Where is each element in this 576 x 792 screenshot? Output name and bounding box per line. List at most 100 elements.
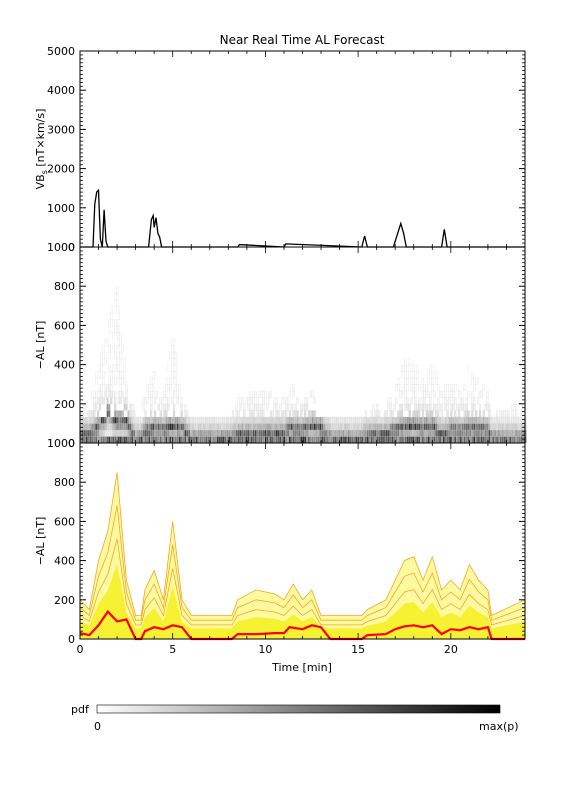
pdf-cell	[408, 358, 411, 366]
pdf-cell	[163, 390, 166, 398]
pdf-cell	[401, 371, 404, 379]
pdf-cell	[473, 429, 476, 437]
pdf-cell	[102, 423, 105, 431]
pdf-cell	[423, 416, 426, 424]
pdf-cell	[313, 410, 316, 418]
pdf-cell	[171, 358, 174, 366]
pdf-cell	[473, 423, 476, 431]
pdf-cell	[490, 429, 493, 437]
pdf-cell	[188, 429, 191, 437]
pdf-cell	[401, 410, 404, 418]
pdf-cell	[520, 416, 523, 424]
x-tick-label: 20	[444, 643, 458, 656]
pdf-cell	[300, 410, 303, 418]
pdf-cell	[437, 384, 440, 392]
y-tick-label: 600	[54, 319, 75, 332]
pdf-cell	[387, 423, 390, 431]
pdf-cell	[421, 436, 424, 444]
pdf-cell	[518, 423, 521, 431]
panel-vbs-series	[80, 188, 525, 248]
pdf-cell	[91, 423, 94, 431]
pdf-cell	[110, 397, 113, 405]
pdf-cell	[467, 364, 470, 372]
pdf-cell	[334, 416, 337, 424]
pdf-cell	[393, 416, 396, 424]
pdf-cell	[233, 436, 236, 444]
pdf-cell	[180, 410, 183, 418]
pdf-cell	[173, 371, 176, 379]
pdf-cell	[96, 416, 100, 424]
pdf-cell	[408, 403, 411, 411]
pdf-cell	[207, 423, 210, 431]
pdf-cell	[513, 436, 516, 444]
pdf-cell	[180, 397, 183, 405]
pdf-cell	[482, 384, 485, 392]
pdf-cell	[114, 364, 117, 372]
panel-al-pdf-cells	[79, 286, 527, 444]
pdf-cell	[492, 436, 495, 444]
pdf-cell	[522, 436, 525, 444]
pdf-cell	[448, 390, 451, 398]
pdf-cell	[247, 397, 250, 405]
pdf-cell	[363, 429, 366, 437]
envelope-line	[79, 472, 526, 617]
pdf-cell	[421, 410, 424, 418]
pdf-cell	[393, 403, 396, 411]
pdf-cell	[193, 416, 196, 424]
pdf-cell	[368, 416, 371, 424]
pdf-cell	[408, 423, 411, 431]
pdf-cell	[142, 423, 145, 431]
pdf-cell	[477, 397, 480, 405]
pdf-cell	[110, 306, 113, 314]
pdf-cell	[231, 429, 234, 437]
pdf-cell	[465, 429, 468, 437]
pdf-cell	[421, 416, 424, 424]
pdf-cell	[496, 423, 499, 431]
pdf-cell	[269, 416, 272, 424]
pdf-cell	[258, 390, 261, 398]
pdf-cell	[117, 338, 120, 346]
pdf-cell	[429, 397, 432, 405]
pdf-cell	[100, 364, 103, 372]
pdf-cell	[496, 436, 499, 444]
pdf-cell	[368, 423, 371, 431]
pdf-cell	[190, 429, 193, 437]
pdf-cell	[383, 423, 386, 431]
pdf-cell	[317, 436, 320, 444]
pdf-cell	[478, 429, 481, 437]
pdf-cell	[157, 429, 160, 437]
pdf-cell	[313, 429, 316, 437]
pdf-cell	[150, 423, 153, 431]
pdf-cell	[114, 377, 117, 385]
pdf-cell	[326, 429, 329, 437]
pdf-cell	[226, 436, 229, 444]
pdf-cell	[110, 423, 113, 431]
pdf-cell	[123, 416, 126, 424]
pdf-cell	[163, 403, 166, 411]
pdf-cell	[81, 423, 84, 431]
pdf-cell	[414, 429, 417, 437]
pdf-cell	[311, 416, 314, 424]
pdf-cell	[459, 423, 462, 431]
pdf-cell	[387, 403, 390, 411]
pdf-cell	[435, 410, 438, 418]
pdf-cell	[452, 403, 455, 411]
pdf-cell	[209, 429, 212, 437]
pdf-cell	[142, 403, 145, 411]
pdf-cell	[290, 436, 293, 444]
pdf-cell	[450, 390, 453, 398]
pdf-cell	[182, 423, 185, 431]
pdf-cell	[114, 325, 117, 333]
pdf-cell	[340, 429, 343, 437]
pdf-cell	[114, 403, 117, 411]
pdf-cell	[247, 423, 250, 431]
pdf-cell	[456, 416, 459, 424]
pdf-cell	[431, 384, 434, 392]
pdf-cell	[102, 429, 105, 437]
pdf-cell	[216, 423, 219, 431]
pdf-cell	[258, 436, 261, 444]
panel-vbs-ylabel: VBs [nT×km/s]	[34, 109, 49, 190]
pdf-cell	[216, 429, 219, 437]
pdf-cell	[148, 423, 151, 431]
